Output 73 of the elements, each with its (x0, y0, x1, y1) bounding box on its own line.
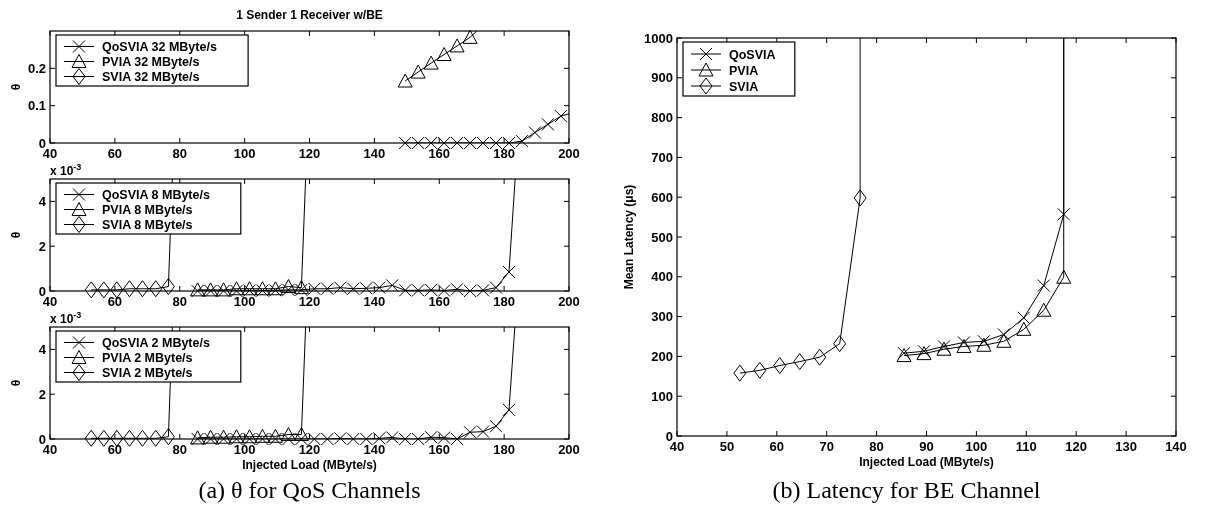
x-tick-label: 80 (172, 146, 187, 161)
y-tick-label: 400 (651, 269, 673, 285)
x-tick-label: 140 (1165, 439, 1187, 454)
x-tick-label: 100 (233, 442, 256, 457)
x-tick-label: 110 (1015, 439, 1037, 454)
x-tick-label: 180 (493, 294, 515, 309)
y-axis-title: θ (9, 379, 23, 387)
y-tick-label: 4 (38, 193, 47, 209)
x-tick-label: 80 (869, 439, 884, 454)
y-tick-label: 500 (651, 229, 673, 245)
x-tick-label: 140 (363, 442, 386, 457)
legend-label: SVIA 32 MByte/s (102, 70, 200, 84)
x-tick-label: 120 (298, 146, 321, 161)
x-tick-label: 60 (107, 146, 123, 161)
x-tick-label: 140 (363, 146, 386, 161)
text: (b) Latency for BE Channel (772, 477, 1041, 503)
y-tick-label: 300 (651, 309, 673, 325)
y-tick-label: 4 (38, 341, 47, 357)
y-tick-label: 100 (651, 388, 673, 404)
x-tick-label: 140 (363, 294, 386, 309)
x-tick-label: 120 (298, 294, 321, 309)
x-tick-label: 80 (172, 442, 187, 457)
y-tick-label: 2 (38, 386, 46, 402)
y-axis-title: Mean Latency (μs) (622, 184, 636, 290)
legend-label: QoSVIA (729, 47, 776, 62)
y-tick-label: 0.1 (27, 98, 46, 114)
x-tick-label: 100 (233, 146, 256, 161)
x-tick-label: 180 (493, 442, 515, 457)
legend-label: QoSVIA 2 MByte/s (102, 336, 210, 350)
legend-label: PVIA 32 MByte/s (102, 55, 200, 69)
x-tick-label: 160 (428, 442, 451, 457)
x-tick-label: 160 (428, 146, 451, 161)
y-axis-title: θ (9, 83, 23, 91)
text: x 10$^{-3}$ (50, 310, 82, 326)
y-tick-label: 800 (651, 110, 673, 126)
text: (a) θ for QoS Channels (198, 477, 421, 503)
legend-label: SVIA 8 MByte/s (102, 218, 193, 232)
y-tick-label: 2 (38, 238, 46, 254)
x-tick-label: 200 (558, 442, 580, 457)
y-tick-label: 700 (651, 149, 673, 165)
x-tick-label: 200 (558, 146, 580, 161)
x-tick-label: 60 (107, 294, 123, 309)
y-axis-title: θ (9, 231, 23, 239)
legend-label: SVIA 2 MByte/s (102, 366, 193, 380)
legend-label: QoSVIA 32 MByte/s (102, 40, 217, 54)
y-tick-label: 0.2 (27, 60, 46, 76)
text: x 10$^{-3}$ (50, 162, 82, 178)
y-tick-label: 200 (651, 348, 673, 364)
x-tick-label: 130 (1115, 439, 1137, 454)
y-tick-label: 600 (651, 189, 673, 205)
x-tick-label: 100 (965, 439, 988, 454)
x-axis-title: Injected Load (MByte/s) (242, 458, 377, 472)
chart-title: 1 Sender 1 Receiver w/BE (236, 8, 383, 22)
x-tick-label: 120 (1065, 439, 1088, 454)
x-tick-label: 80 (172, 294, 187, 309)
legend-label: PVIA 8 MByte/s (102, 203, 193, 217)
legend-label: SVIA (729, 79, 759, 94)
legend-label: PVIA (729, 63, 759, 78)
x-tick-label: 200 (558, 294, 580, 309)
x-tick-label: 70 (819, 439, 834, 454)
x-axis-title: Injected Load (MByte/s) (859, 455, 994, 469)
y-tick-label: 1000 (644, 30, 673, 46)
legend-label: PVIA 2 MByte/s (102, 351, 193, 365)
x-tick-label: 90 (919, 439, 934, 454)
x-tick-label: 50 (719, 439, 735, 454)
x-tick-label: 180 (493, 146, 515, 161)
x-tick-label: 60 (769, 439, 785, 454)
x-tick-label: 60 (107, 442, 123, 457)
x-tick-label: 120 (298, 442, 321, 457)
x-tick-label: 100 (233, 294, 256, 309)
y-tick-label: 900 (651, 70, 673, 86)
x-tick-label: 160 (428, 294, 451, 309)
legend-label: QoSVIA 8 MByte/s (102, 188, 210, 202)
